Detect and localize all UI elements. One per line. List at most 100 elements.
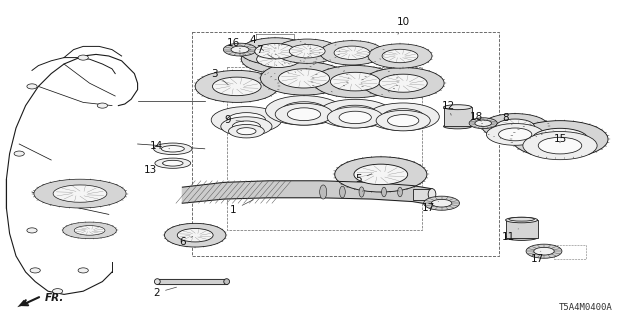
Polygon shape xyxy=(182,181,432,205)
Ellipse shape xyxy=(335,157,427,192)
Text: 3: 3 xyxy=(211,68,228,85)
Text: 5: 5 xyxy=(355,174,372,184)
Ellipse shape xyxy=(444,124,472,129)
Ellipse shape xyxy=(475,120,492,126)
Ellipse shape xyxy=(224,279,230,284)
Ellipse shape xyxy=(164,223,226,247)
Ellipse shape xyxy=(496,119,534,134)
Circle shape xyxy=(27,84,37,89)
Circle shape xyxy=(78,55,88,60)
Ellipse shape xyxy=(53,185,107,202)
Circle shape xyxy=(97,103,108,108)
Ellipse shape xyxy=(532,128,588,150)
Ellipse shape xyxy=(212,77,261,96)
Text: 17: 17 xyxy=(531,251,544,264)
Ellipse shape xyxy=(237,128,256,135)
Ellipse shape xyxy=(376,110,430,131)
Ellipse shape xyxy=(320,41,384,65)
Text: 18: 18 xyxy=(470,112,483,122)
Ellipse shape xyxy=(241,45,316,73)
Ellipse shape xyxy=(526,244,562,258)
Ellipse shape xyxy=(223,43,257,56)
Ellipse shape xyxy=(359,187,364,197)
Text: FR.: FR. xyxy=(45,292,64,303)
Text: 6: 6 xyxy=(179,236,193,247)
Ellipse shape xyxy=(240,38,310,65)
Ellipse shape xyxy=(499,128,532,141)
Ellipse shape xyxy=(506,235,538,240)
Ellipse shape xyxy=(382,49,418,63)
Ellipse shape xyxy=(381,187,387,197)
Circle shape xyxy=(30,268,40,273)
Ellipse shape xyxy=(260,62,348,95)
Ellipse shape xyxy=(255,44,296,59)
Ellipse shape xyxy=(469,118,497,129)
Ellipse shape xyxy=(534,247,554,255)
Ellipse shape xyxy=(195,70,278,102)
Ellipse shape xyxy=(327,107,383,128)
Text: 17: 17 xyxy=(422,202,438,213)
Ellipse shape xyxy=(211,107,282,133)
Ellipse shape xyxy=(512,121,608,158)
Ellipse shape xyxy=(367,103,439,131)
Ellipse shape xyxy=(318,99,392,128)
Ellipse shape xyxy=(275,103,333,125)
Ellipse shape xyxy=(177,228,213,242)
Ellipse shape xyxy=(320,185,326,199)
Circle shape xyxy=(27,228,37,233)
Ellipse shape xyxy=(330,72,380,91)
Ellipse shape xyxy=(154,279,160,284)
Ellipse shape xyxy=(34,179,126,208)
Bar xyxy=(444,107,472,126)
Ellipse shape xyxy=(362,68,444,99)
Ellipse shape xyxy=(388,115,419,127)
Ellipse shape xyxy=(354,164,408,185)
Ellipse shape xyxy=(482,114,548,139)
Text: 7: 7 xyxy=(256,44,276,60)
Circle shape xyxy=(78,268,88,273)
Text: 1: 1 xyxy=(230,200,253,215)
Circle shape xyxy=(52,289,63,294)
Ellipse shape xyxy=(333,105,377,122)
Text: 15: 15 xyxy=(554,134,566,144)
Ellipse shape xyxy=(313,66,397,98)
Ellipse shape xyxy=(278,69,330,88)
Ellipse shape xyxy=(221,117,272,136)
Text: T5A4M0400A: T5A4M0400A xyxy=(559,303,612,312)
Ellipse shape xyxy=(486,124,544,145)
Bar xyxy=(506,220,538,238)
Ellipse shape xyxy=(334,46,370,60)
Bar xyxy=(554,245,586,259)
Ellipse shape xyxy=(227,113,266,127)
Ellipse shape xyxy=(538,137,582,154)
Ellipse shape xyxy=(74,226,105,235)
Ellipse shape xyxy=(275,39,339,63)
Text: 14: 14 xyxy=(150,140,170,151)
Ellipse shape xyxy=(379,74,428,92)
Bar xyxy=(413,189,432,200)
Circle shape xyxy=(14,151,24,156)
Text: 8: 8 xyxy=(502,113,512,125)
Text: 16: 16 xyxy=(227,38,240,51)
Ellipse shape xyxy=(163,160,183,166)
Text: 9: 9 xyxy=(224,115,244,125)
Ellipse shape xyxy=(231,46,249,53)
Ellipse shape xyxy=(266,96,342,125)
Ellipse shape xyxy=(232,121,260,132)
Ellipse shape xyxy=(509,217,534,221)
Ellipse shape xyxy=(154,143,192,155)
Text: 12: 12 xyxy=(442,100,454,115)
Ellipse shape xyxy=(155,158,191,168)
Ellipse shape xyxy=(368,44,432,68)
Ellipse shape xyxy=(428,189,436,200)
Text: 13: 13 xyxy=(144,163,163,175)
Ellipse shape xyxy=(257,51,300,68)
Ellipse shape xyxy=(63,222,116,239)
Text: 11: 11 xyxy=(502,229,518,242)
Text: 4: 4 xyxy=(250,35,264,51)
Ellipse shape xyxy=(161,146,184,152)
Ellipse shape xyxy=(289,44,325,58)
Text: 2: 2 xyxy=(154,287,177,298)
Ellipse shape xyxy=(424,196,460,210)
Polygon shape xyxy=(17,300,29,307)
